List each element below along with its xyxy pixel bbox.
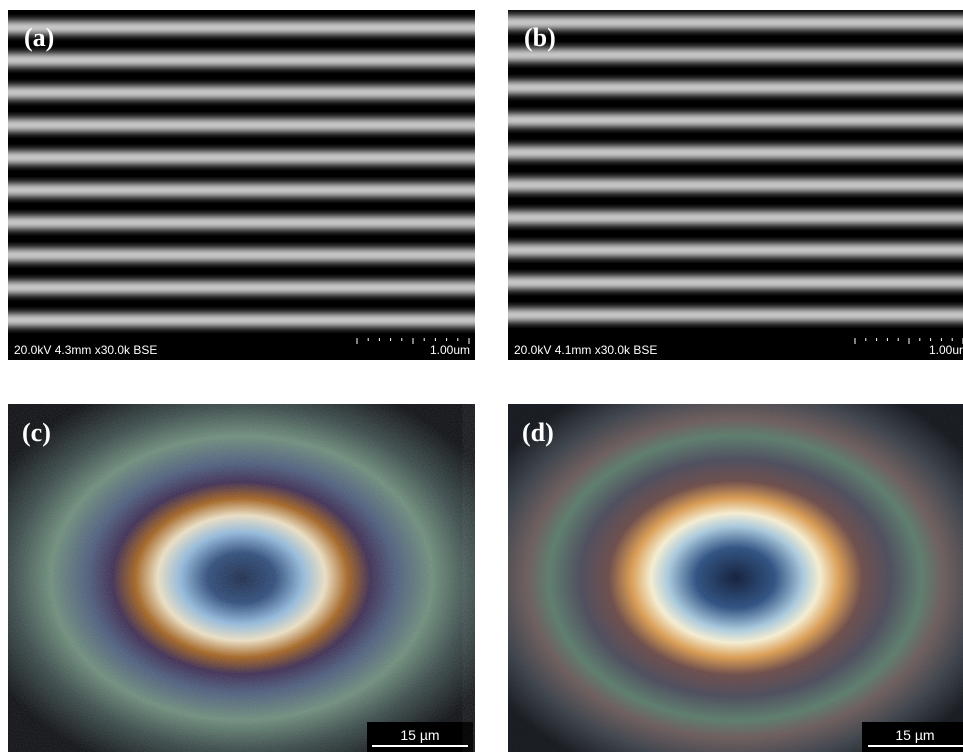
stripe	[498, 16, 963, 29]
stripe	[0, 86, 485, 99]
stripe	[0, 216, 485, 229]
panel-label: (c)	[22, 418, 51, 447]
scale-label: 1.00ur	[929, 343, 963, 357]
stripe	[0, 281, 485, 294]
stripe	[0, 119, 485, 132]
stripe	[0, 151, 485, 164]
scale-label: 15 µm	[895, 727, 934, 743]
stripe	[498, 244, 963, 257]
figure: (a) 20.0kV 4.3mm x30.0k BSE 1.00um (b) 2…	[0, 0, 963, 752]
stripe	[0, 314, 485, 327]
scale-label: 15 µm	[400, 727, 439, 743]
sem-info: 20.0kV 4.1mm x30.0k BSE	[514, 343, 657, 357]
stripe	[0, 21, 485, 34]
stripe	[498, 211, 963, 224]
panel-label: (a)	[24, 23, 54, 52]
stripe	[498, 49, 963, 62]
stripe	[498, 114, 963, 127]
stripe	[498, 146, 963, 159]
stripe	[498, 276, 963, 289]
sem-info: 20.0kV 4.3mm x30.0k BSE	[14, 343, 157, 357]
stripe	[498, 309, 963, 322]
stripe	[498, 179, 963, 192]
page: {"panels": [ {"label": "(a)", "info": "2…	[0, 0, 963, 752]
panel-label: (d)	[522, 418, 554, 447]
scale-label: 1.00um	[430, 343, 470, 357]
stripe	[0, 249, 485, 262]
texture	[8, 404, 475, 752]
panel-label: (b)	[524, 23, 556, 52]
stripe	[0, 184, 485, 197]
stripe	[498, 81, 963, 94]
stripe	[0, 54, 485, 67]
texture	[508, 404, 963, 752]
